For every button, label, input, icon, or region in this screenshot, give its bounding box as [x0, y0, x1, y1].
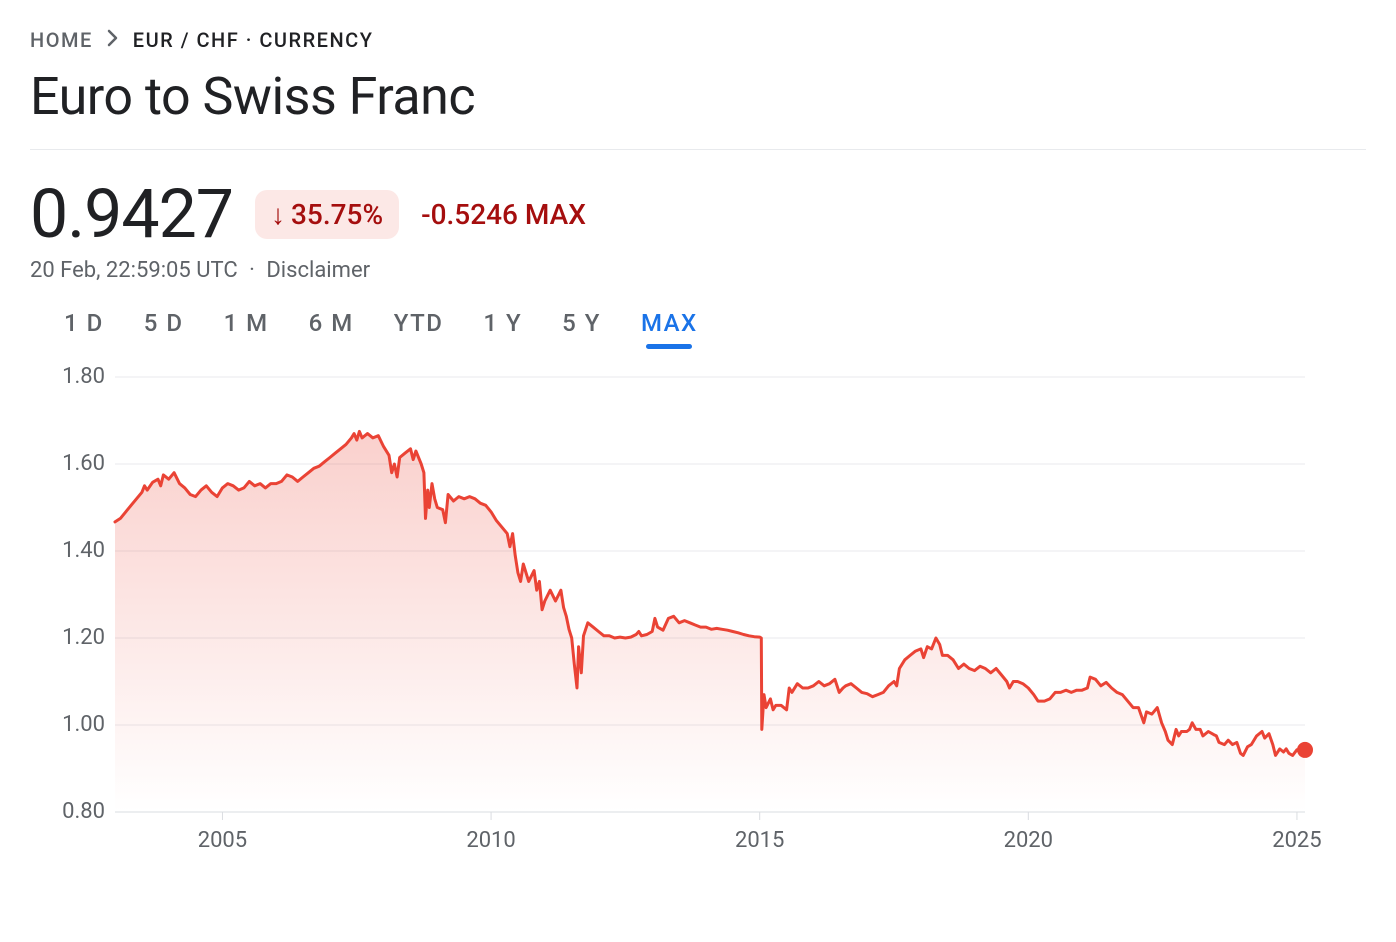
- timestamp-row: 20 Feb, 22:59:05 UTC · Disclaimer: [30, 258, 1366, 283]
- x-axis-label: 2005: [198, 828, 247, 853]
- x-axis-label: 2015: [735, 828, 784, 853]
- tab-1y[interactable]: 1 Y: [483, 309, 522, 337]
- y-axis-label: 1.80: [55, 364, 105, 389]
- y-axis-label: 1.40: [55, 538, 105, 563]
- change-percent-badge: ↓ 35.75%: [255, 190, 399, 239]
- tab-ytd[interactable]: YTD: [394, 309, 444, 337]
- current-price: 0.9427: [30, 180, 233, 248]
- breadcrumb: HOME EUR / CHF · CURRENCY: [30, 28, 1366, 52]
- chevron-right-icon: [107, 28, 119, 52]
- y-axis-label: 1.60: [55, 451, 105, 476]
- tab-1m[interactable]: 1 M: [224, 309, 269, 337]
- tab-5y[interactable]: 5 Y: [562, 309, 601, 337]
- price-row: 0.9427 ↓ 35.75% -0.5246 MAX: [30, 180, 1366, 248]
- breadcrumb-home[interactable]: HOME: [30, 28, 93, 52]
- price-chart[interactable]: 0.80 1.00 1.20 1.40 1.60 1.80 2005 2010 2015 2020…: [40, 367, 1330, 867]
- disclaimer-link[interactable]: Disclaimer: [266, 258, 370, 283]
- tab-6m[interactable]: 6 M: [309, 309, 354, 337]
- time-range-tabs: 1 D 5 D 1 M 6 M YTD 1 Y 5 Y MAX: [30, 309, 1366, 337]
- timestamp: 20 Feb, 22:59:05 UTC: [30, 258, 238, 283]
- y-axis-label: 1.20: [55, 625, 105, 650]
- y-axis-label: 0.80: [55, 799, 105, 824]
- tab-max[interactable]: MAX: [641, 309, 698, 337]
- tab-1d[interactable]: 1 D: [64, 309, 104, 337]
- change-absolute: -0.5246 MAX: [421, 198, 586, 231]
- breadcrumb-pair[interactable]: EUR / CHF · CURRENCY: [133, 28, 374, 52]
- page-title: Euro to Swiss Franc: [30, 66, 1366, 127]
- x-axis-label: 2020: [1004, 828, 1053, 853]
- y-axis-label: 1.00: [55, 712, 105, 737]
- x-axis-label: 2025: [1272, 828, 1321, 853]
- x-axis-label: 2010: [466, 828, 515, 853]
- separator-dot: ·: [243, 258, 261, 283]
- tab-5d[interactable]: 5 D: [144, 309, 184, 337]
- divider: [30, 149, 1366, 150]
- arrow-down-icon: ↓: [271, 198, 285, 231]
- change-percent-value: 35.75%: [291, 198, 383, 231]
